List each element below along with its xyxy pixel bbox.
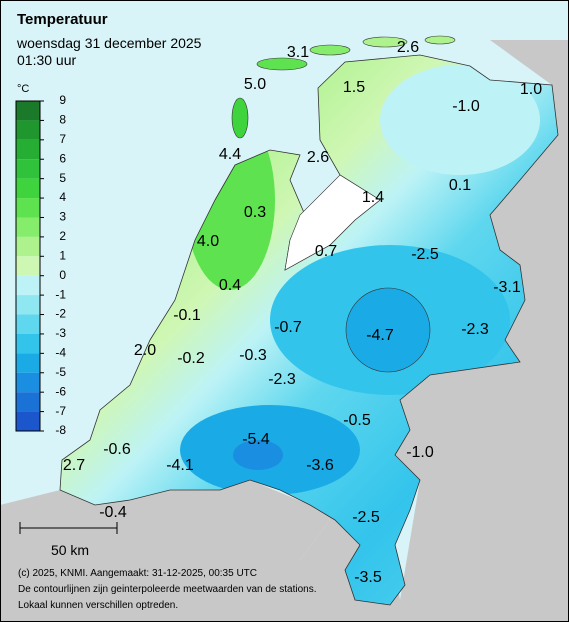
station-value: -0.5 xyxy=(343,412,371,429)
footer-line: De contourlijnen zijn geinterpoleerde me… xyxy=(18,584,317,595)
legend-swatch xyxy=(16,392,40,412)
legend-border xyxy=(15,100,41,432)
station-value: 1.5 xyxy=(343,79,365,96)
legend-swatch xyxy=(16,139,40,160)
station-value: -1.0 xyxy=(452,98,480,115)
station-value: -0.6 xyxy=(103,441,131,458)
station-value: 2.6 xyxy=(397,39,419,56)
station-value: 4.4 xyxy=(219,146,241,163)
legend-label: -4 xyxy=(55,346,66,360)
legend-swatch xyxy=(16,275,40,296)
station-value: -0.4 xyxy=(99,504,127,521)
legend-label: 0 xyxy=(59,268,66,282)
legend-label: 6 xyxy=(59,151,66,165)
legend-label: -2 xyxy=(55,307,66,321)
ijsselmeer xyxy=(284,174,381,271)
legend-swatch xyxy=(16,101,40,121)
legend-label: -7 xyxy=(55,404,66,418)
title: Temperatuur xyxy=(17,11,108,28)
island xyxy=(309,44,351,56)
station-value: 3.1 xyxy=(287,44,309,61)
scale-label: 50 km xyxy=(51,542,89,558)
station-value: -0.2 xyxy=(177,350,205,367)
legend-unit: °C xyxy=(17,83,29,95)
legend-swatch xyxy=(16,314,40,334)
legend-swatch xyxy=(16,198,40,218)
station-value: -2.3 xyxy=(461,321,489,338)
cool-area xyxy=(380,65,540,175)
stations: 3.1 2.6 5.0 1.5 -1.0 1.0 4.4 2.6 1.4 0.1 0.3 4.0 0.7… xyxy=(63,39,542,586)
legend-swatch xyxy=(16,411,40,431)
station-value: -0.3 xyxy=(239,347,267,364)
station-value: 0.3 xyxy=(244,204,266,221)
station-value: -0.7 xyxy=(274,319,302,336)
station-value: 1.0 xyxy=(520,81,542,98)
station-value: -2.5 xyxy=(411,246,439,263)
island xyxy=(424,35,456,45)
island xyxy=(256,57,308,71)
island xyxy=(231,97,249,139)
legend-label: 8 xyxy=(59,113,66,127)
legend-label: 3 xyxy=(59,210,66,224)
legend-swatch xyxy=(16,217,40,237)
station-value: 5.0 xyxy=(244,76,266,93)
station-value: -3.6 xyxy=(306,457,334,474)
legend-label: -3 xyxy=(55,326,66,340)
legend-label: -8 xyxy=(55,423,66,437)
legend-label: -6 xyxy=(55,384,66,398)
legend-swatch xyxy=(16,120,40,140)
cold-core-south xyxy=(233,440,283,470)
legend-label: 9 xyxy=(59,93,66,107)
legend-label: -1 xyxy=(55,287,66,301)
legend-swatch xyxy=(16,372,40,393)
legend-label: -5 xyxy=(55,365,66,379)
footer-line: (c) 2025, KNMI. Aangemaakt: 31-12-2025, … xyxy=(18,568,257,579)
neighbouring-land xyxy=(300,40,569,622)
station-value: 0.1 xyxy=(449,177,471,194)
cold-core xyxy=(345,287,431,373)
station-value: -4.7 xyxy=(366,327,394,344)
legend-label: 5 xyxy=(59,171,66,185)
legend-swatch xyxy=(16,236,40,257)
belgium xyxy=(0,480,330,622)
date: woensdag 31 december 2025 xyxy=(16,35,202,51)
station-value: 1.4 xyxy=(362,189,384,206)
station-value: -2.5 xyxy=(352,509,380,526)
legend-swatch xyxy=(16,256,40,276)
legend-swatch xyxy=(16,178,40,199)
legend-label: 4 xyxy=(59,190,66,204)
station-value: 2.7 xyxy=(63,457,85,474)
island xyxy=(362,36,408,48)
legend-swatch xyxy=(16,353,40,373)
station-value: -3.1 xyxy=(493,279,521,296)
station-value: -4.1 xyxy=(166,457,194,474)
station-value: 0.4 xyxy=(219,277,241,294)
legend-label: 1 xyxy=(59,248,66,262)
station-value: 4.0 xyxy=(197,233,219,250)
footer-line: Lokaal kunnen verschillen optreden. xyxy=(18,600,178,611)
legend-swatch xyxy=(16,333,40,354)
legend-label: 7 xyxy=(59,132,66,146)
station-value: 0.7 xyxy=(315,243,337,260)
station-value: -2.3 xyxy=(268,371,296,388)
legend-swatch xyxy=(16,295,40,315)
station-value: 2.6 xyxy=(307,149,329,166)
station-value: -1.0 xyxy=(406,444,434,461)
legend-swatch xyxy=(16,159,40,179)
legend: 9 8 7 6 5 4 3 2 1 0 -1 -2 -3 -4 -5 -6 -7 -8 xyxy=(15,93,66,437)
station-value: -5.4 xyxy=(242,431,270,448)
station-value: 2.0 xyxy=(134,342,156,359)
time: 01:30 uur xyxy=(17,52,76,68)
station-value: -0.1 xyxy=(173,307,201,324)
station-value: -3.5 xyxy=(354,569,382,586)
legend-label: 2 xyxy=(59,229,66,243)
